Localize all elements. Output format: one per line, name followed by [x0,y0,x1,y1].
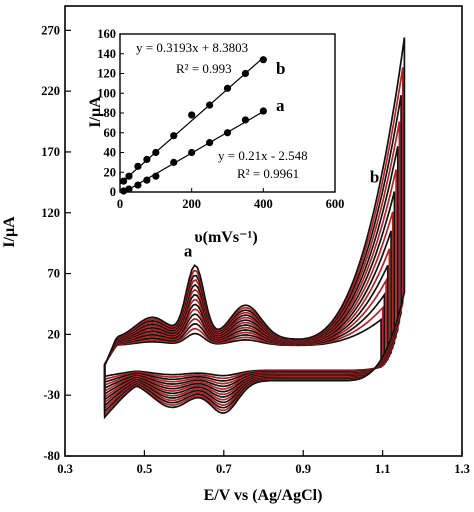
main-annotation-b: b [370,167,379,186]
inset-y-tick-label: 140 [97,47,116,61]
data-point-a [143,176,151,184]
main-y-tick-label: 70 [48,267,61,281]
main-x-tick-label: 0.9 [295,462,311,476]
series-a-r2: R² = 0.9961 [237,166,299,181]
main-annotations: ab [184,167,380,260]
cv-curve-10 [103,169,397,405]
inset-x-tick-label: 200 [182,197,201,211]
inset-x-tick-label: 0 [117,197,123,211]
main-x-tick-label: 0.3 [57,462,73,476]
series-b-equation: y = 0.3193x + 8.3803 [136,40,248,55]
data-point-b [152,148,160,157]
data-point-b [170,132,178,140]
main-x-tick-label: 1.1 [375,462,391,476]
main-annotation-a: a [184,242,193,261]
series-b-r2: R² = 0.993 [176,61,232,76]
inset-y-tick-label: 120 [97,67,116,81]
cv-curve-8 [103,211,394,399]
inset-background [118,30,336,194]
inset-x-axis-label: υ(mVs⁻¹) [194,229,257,246]
cv-curve-9 [103,191,396,402]
main-x-axis-label: E/V vs (Ag/AgCl) [204,487,323,504]
main-y-tick-label: 20 [48,327,61,341]
data-point-b [119,177,128,185]
main-plot-frame [64,5,463,457]
main-x-tick-label: 1.3 [454,462,470,476]
cv-curve-4 [103,277,387,387]
inset-y-axis-label: I/µA [87,96,104,128]
cv-curve-6 [103,248,391,393]
cv-curve-5 [103,264,389,390]
inset-y-tick-label: 80 [104,106,117,120]
series-b-label: b [276,59,285,78]
inset-y-tick-label: 160 [97,27,116,41]
data-point-b [223,84,232,92]
inset-axis-ticks: 0 200 400 600 0 20 40 60 80 100 120 140 160 [97,27,344,211]
fit-line-b [119,57,264,185]
series-a-equation: y = 0.21x - 2.548 [218,148,308,163]
inset-y-tick-label: 100 [97,86,116,100]
data-point-b [188,111,196,119]
data-point-a [241,116,250,124]
main-y-tick-label: 120 [41,206,60,220]
cv-curves [103,37,406,420]
inset-x-tick-label: 400 [254,197,273,211]
data-point-a [259,107,267,115]
main-y-tick-label: 170 [41,145,60,159]
data-point-b [134,162,142,170]
data-point-a [188,148,196,157]
main-x-tick-label: 0.7 [216,462,232,476]
data-point-b [259,56,267,64]
data-point-a [125,185,133,193]
main-y-tick-label: 270 [41,23,60,37]
data-point-b [125,172,133,180]
main-y-tick-label: -80 [43,449,60,463]
cv-curve-7 [103,230,392,396]
inset-x-tick-label: 600 [326,197,345,211]
inset-y-tick-label: 0 [110,185,116,199]
series-a-label: a [276,96,285,115]
data-point-b [143,155,151,164]
cv-curve-15 [103,37,406,420]
inset-data-points [119,56,267,195]
inset-y-tick-label: 60 [104,126,117,140]
data-point-a [152,172,160,180]
main-y-tick-label: 220 [41,84,60,98]
data-point-a [170,158,178,166]
data-point-a [223,129,232,137]
data-point-a [134,181,142,189]
data-point-b [241,69,250,78]
inset-y-tick-label: 20 [104,165,117,179]
main-x-tick-label: 0.5 [137,462,153,476]
main-y-axis-label: I/µA [1,216,18,248]
data-point-b [205,101,214,109]
inset-y-tick-label: 40 [104,146,117,160]
main-axis-ticks: 0.3 0.5 0.7 0.9 1.1 1.3 -80 -30 20 70 120 170 220 270 [41,23,470,476]
data-point-a [205,139,214,147]
main-y-tick-label: -30 [43,388,60,402]
